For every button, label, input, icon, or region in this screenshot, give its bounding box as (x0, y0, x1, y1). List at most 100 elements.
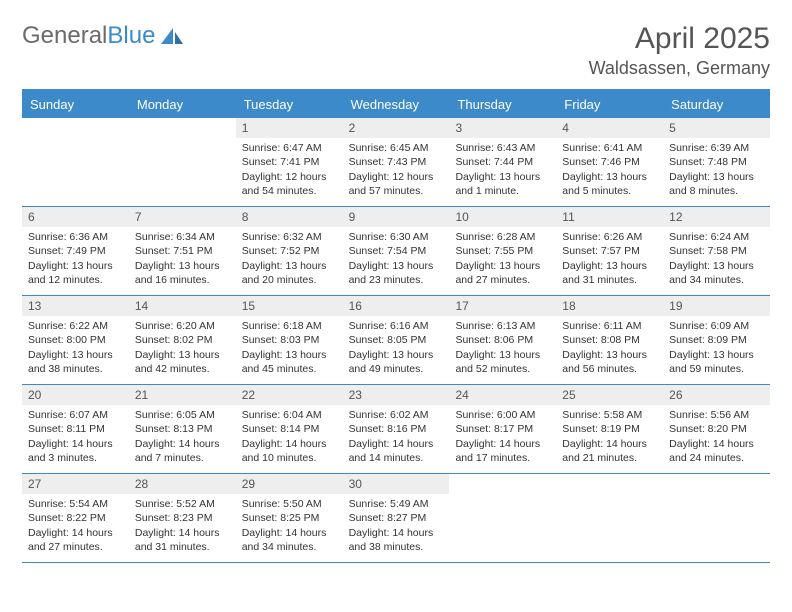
sunset-line: Sunset: 8:09 PM (669, 333, 764, 347)
calendar-day-cell: 10Sunrise: 6:28 AMSunset: 7:55 PMDayligh… (449, 207, 556, 295)
sunrise-line: Sunrise: 5:58 AM (562, 408, 657, 422)
sunrise-line: Sunrise: 6:41 AM (562, 141, 657, 155)
day-content: Sunrise: 6:39 AMSunset: 7:48 PMDaylight:… (663, 138, 770, 202)
sunset-line: Sunset: 7:48 PM (669, 155, 764, 169)
calendar-day-cell: 18Sunrise: 6:11 AMSunset: 8:08 PMDayligh… (556, 296, 663, 384)
day-number: 30 (343, 474, 450, 494)
day-number: 26 (663, 385, 770, 405)
sunset-line: Sunset: 8:08 PM (562, 333, 657, 347)
sunset-line: Sunset: 8:00 PM (28, 333, 123, 347)
day-content: Sunrise: 5:58 AMSunset: 8:19 PMDaylight:… (556, 405, 663, 469)
daylight-line: Daylight: 13 hours and 56 minutes. (562, 348, 657, 376)
daylight-line: Daylight: 14 hours and 38 minutes. (349, 526, 444, 554)
sunrise-line: Sunrise: 6:47 AM (242, 141, 337, 155)
day-content: Sunrise: 6:16 AMSunset: 8:05 PMDaylight:… (343, 316, 450, 380)
sunrise-line: Sunrise: 6:39 AM (669, 141, 764, 155)
calendar-day-cell (449, 474, 556, 562)
day-content: Sunrise: 6:30 AMSunset: 7:54 PMDaylight:… (343, 227, 450, 291)
sunset-line: Sunset: 8:05 PM (349, 333, 444, 347)
daylight-line: Daylight: 13 hours and 42 minutes. (135, 348, 230, 376)
day-content: Sunrise: 6:18 AMSunset: 8:03 PMDaylight:… (236, 316, 343, 380)
calendar-week-row: 20Sunrise: 6:07 AMSunset: 8:11 PMDayligh… (22, 385, 770, 474)
sail-icon (159, 26, 185, 46)
sunset-line: Sunset: 8:02 PM (135, 333, 230, 347)
daylight-line: Daylight: 14 hours and 21 minutes. (562, 437, 657, 465)
sunrise-line: Sunrise: 6:36 AM (28, 230, 123, 244)
day-number: 3 (449, 118, 556, 138)
day-content: Sunrise: 5:56 AMSunset: 8:20 PMDaylight:… (663, 405, 770, 469)
day-content: Sunrise: 6:00 AMSunset: 8:17 PMDaylight:… (449, 405, 556, 469)
calendar-day-cell: 15Sunrise: 6:18 AMSunset: 8:03 PMDayligh… (236, 296, 343, 384)
day-content: Sunrise: 6:43 AMSunset: 7:44 PMDaylight:… (449, 138, 556, 202)
daylight-line: Daylight: 13 hours and 31 minutes. (562, 259, 657, 287)
sunset-line: Sunset: 8:17 PM (455, 422, 550, 436)
day-number: 13 (22, 296, 129, 316)
calendar-day-cell: 29Sunrise: 5:50 AMSunset: 8:25 PMDayligh… (236, 474, 343, 562)
day-content: Sunrise: 6:24 AMSunset: 7:58 PMDaylight:… (663, 227, 770, 291)
sunset-line: Sunset: 7:41 PM (242, 155, 337, 169)
location-label: Waldsassen, Germany (589, 58, 770, 79)
calendar-week-row: 6Sunrise: 6:36 AMSunset: 7:49 PMDaylight… (22, 207, 770, 296)
day-number: 22 (236, 385, 343, 405)
calendar-day-cell: 1Sunrise: 6:47 AMSunset: 7:41 PMDaylight… (236, 118, 343, 206)
daylight-line: Daylight: 13 hours and 38 minutes. (28, 348, 123, 376)
calendar-week-row: 27Sunrise: 5:54 AMSunset: 8:22 PMDayligh… (22, 474, 770, 563)
day-content: Sunrise: 5:50 AMSunset: 8:25 PMDaylight:… (236, 494, 343, 558)
sunset-line: Sunset: 8:11 PM (28, 422, 123, 436)
month-title: April 2025 (589, 22, 770, 56)
sunset-line: Sunset: 7:51 PM (135, 244, 230, 258)
calendar-day-cell: 5Sunrise: 6:39 AMSunset: 7:48 PMDaylight… (663, 118, 770, 206)
sunset-line: Sunset: 8:22 PM (28, 511, 123, 525)
day-content: Sunrise: 6:05 AMSunset: 8:13 PMDaylight:… (129, 405, 236, 469)
calendar-day-cell (556, 474, 663, 562)
sunrise-line: Sunrise: 6:26 AM (562, 230, 657, 244)
day-content: Sunrise: 6:47 AMSunset: 7:41 PMDaylight:… (236, 138, 343, 202)
day-content: Sunrise: 6:36 AMSunset: 7:49 PMDaylight:… (22, 227, 129, 291)
day-content: Sunrise: 6:41 AMSunset: 7:46 PMDaylight:… (556, 138, 663, 202)
calendar-day-cell: 6Sunrise: 6:36 AMSunset: 7:49 PMDaylight… (22, 207, 129, 295)
day-content: Sunrise: 6:04 AMSunset: 8:14 PMDaylight:… (236, 405, 343, 469)
day-content: Sunrise: 6:09 AMSunset: 8:09 PMDaylight:… (663, 316, 770, 380)
day-number: 4 (556, 118, 663, 138)
sunrise-line: Sunrise: 6:18 AM (242, 319, 337, 333)
daylight-line: Daylight: 13 hours and 1 minute. (455, 170, 550, 198)
day-number: 24 (449, 385, 556, 405)
day-number: 8 (236, 207, 343, 227)
day-content: Sunrise: 6:11 AMSunset: 8:08 PMDaylight:… (556, 316, 663, 380)
calendar-day-cell: 13Sunrise: 6:22 AMSunset: 8:00 PMDayligh… (22, 296, 129, 384)
calendar-day-cell (22, 118, 129, 206)
calendar-day-cell: 11Sunrise: 6:26 AMSunset: 7:57 PMDayligh… (556, 207, 663, 295)
sunrise-line: Sunrise: 6:09 AM (669, 319, 764, 333)
daylight-line: Daylight: 13 hours and 27 minutes. (455, 259, 550, 287)
daylight-line: Daylight: 13 hours and 49 minutes. (349, 348, 444, 376)
daylight-line: Daylight: 14 hours and 3 minutes. (28, 437, 123, 465)
sunrise-line: Sunrise: 5:56 AM (669, 408, 764, 422)
sunrise-line: Sunrise: 6:45 AM (349, 141, 444, 155)
day-content: Sunrise: 6:07 AMSunset: 8:11 PMDaylight:… (22, 405, 129, 469)
sunrise-line: Sunrise: 6:13 AM (455, 319, 550, 333)
calendar-day-cell: 25Sunrise: 5:58 AMSunset: 8:19 PMDayligh… (556, 385, 663, 473)
sunrise-line: Sunrise: 5:49 AM (349, 497, 444, 511)
daylight-line: Daylight: 13 hours and 34 minutes. (669, 259, 764, 287)
daylight-line: Daylight: 13 hours and 16 minutes. (135, 259, 230, 287)
calendar-week-row: 13Sunrise: 6:22 AMSunset: 8:00 PMDayligh… (22, 296, 770, 385)
sunset-line: Sunset: 8:23 PM (135, 511, 230, 525)
calendar-day-cell: 23Sunrise: 6:02 AMSunset: 8:16 PMDayligh… (343, 385, 450, 473)
calendar-day-cell: 2Sunrise: 6:45 AMSunset: 7:43 PMDaylight… (343, 118, 450, 206)
sunrise-line: Sunrise: 5:50 AM (242, 497, 337, 511)
day-number: 16 (343, 296, 450, 316)
calendar-day-cell: 21Sunrise: 6:05 AMSunset: 8:13 PMDayligh… (129, 385, 236, 473)
weekday-header: Thursday (449, 91, 556, 118)
daylight-line: Daylight: 14 hours and 27 minutes. (28, 526, 123, 554)
day-number: 21 (129, 385, 236, 405)
sunset-line: Sunset: 7:44 PM (455, 155, 550, 169)
sunset-line: Sunset: 8:19 PM (562, 422, 657, 436)
sunrise-line: Sunrise: 6:30 AM (349, 230, 444, 244)
day-content: Sunrise: 5:49 AMSunset: 8:27 PMDaylight:… (343, 494, 450, 558)
daylight-line: Daylight: 14 hours and 10 minutes. (242, 437, 337, 465)
sunset-line: Sunset: 8:20 PM (669, 422, 764, 436)
sunrise-line: Sunrise: 5:54 AM (28, 497, 123, 511)
sunset-line: Sunset: 7:58 PM (669, 244, 764, 258)
daylight-line: Daylight: 12 hours and 57 minutes. (349, 170, 444, 198)
day-number: 27 (22, 474, 129, 494)
